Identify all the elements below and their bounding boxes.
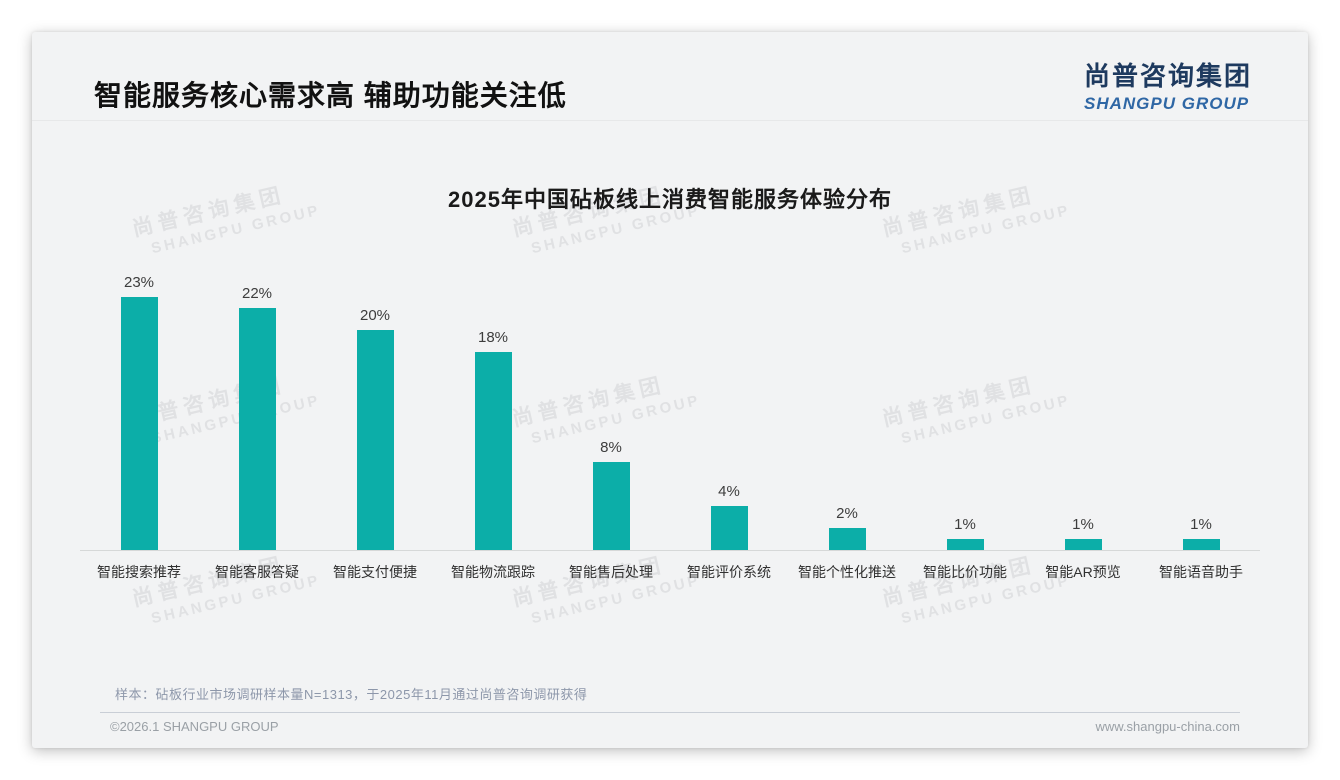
- slide-card: 尚普咨询集团 SHANGPU GROUP 尚普咨询集团 SHANGPU GROUP 尚普…: [32, 32, 1308, 748]
- header-divider: [32, 120, 1308, 121]
- bar-group: 20%: [316, 307, 434, 550]
- bar-value-label: 8%: [600, 439, 622, 456]
- category-label: 智能比价功能: [923, 564, 1007, 580]
- bar-group: 4%: [670, 483, 788, 550]
- category-label: 智能客服答疑: [215, 564, 299, 580]
- bar-value-label: 20%: [359, 307, 391, 324]
- bar-group: 8%: [552, 439, 670, 550]
- category-label: 智能语音助手: [1159, 564, 1243, 580]
- bar: [592, 462, 630, 550]
- bar-value-label: 2%: [836, 505, 858, 522]
- bar-value-label: 1%: [1072, 516, 1094, 533]
- category-label: 智能物流跟踪: [451, 564, 535, 580]
- company-logo: 尚普咨询集团 SHANGPU GROUP: [1084, 56, 1252, 114]
- bar-group: 2%: [788, 505, 906, 550]
- bar-value-label: 1%: [1190, 516, 1212, 533]
- bar-value-label: 4%: [718, 483, 740, 500]
- category-label: 智能评价系统: [687, 564, 771, 580]
- bar-group: 1%: [1024, 516, 1142, 550]
- bar: [710, 506, 748, 550]
- bar: [1182, 539, 1220, 550]
- footer-divider: [100, 712, 1240, 713]
- bar-value-label: 1%: [954, 516, 976, 533]
- page-title: 智能服务核心需求高 辅助功能关注低: [94, 80, 567, 111]
- bar: [1064, 539, 1102, 550]
- bar: [120, 297, 158, 550]
- bar-group: 1%: [906, 516, 1024, 550]
- bar: [238, 308, 276, 550]
- bars-row: 23% 22% 20% 18% 8% 4% 2% 1% 1% 1%: [80, 266, 1260, 551]
- chart-title: 2025年中国砧板线上消费智能服务体验分布: [448, 187, 892, 212]
- bar-value-label: 22%: [241, 285, 273, 302]
- category-label: 智能售后处理: [569, 564, 653, 580]
- bar-group: 1%: [1142, 516, 1260, 550]
- bar-group: 18%: [434, 329, 552, 550]
- bar: [828, 528, 866, 550]
- footer-copyright: ©2026.1 SHANGPU GROUP: [110, 719, 279, 734]
- bar-value-label: 18%: [477, 329, 509, 346]
- sample-note: 样本：砧板行业市场调研样本量N=1313，于2025年11月通过尚普咨询调研获得: [115, 687, 588, 702]
- bar: [356, 330, 394, 550]
- category-label: 智能AR预览: [1045, 564, 1121, 580]
- footer-website: www.shangpu-china.com: [1095, 719, 1240, 734]
- logo-english-text: SHANGPU GROUP: [1084, 94, 1250, 113]
- bar: [946, 539, 984, 550]
- category-label: 智能搜索推荐: [97, 564, 181, 580]
- labels-row: 智能搜索推荐 智能客服答疑 智能支付便捷 智能物流跟踪 智能售后处理 智能评价系统 智能个性…: [80, 562, 1260, 582]
- bar-group: 22%: [198, 285, 316, 550]
- bar: [474, 352, 512, 550]
- bar-chart: 23% 22% 20% 18% 8% 4% 2% 1% 1% 1% 智能搜索推荐 智能客服答疑 智能支…: [80, 266, 1260, 582]
- bar-value-label: 23%: [123, 274, 155, 291]
- category-label: 智能支付便捷: [333, 564, 417, 580]
- category-label: 智能个性化推送: [798, 564, 896, 580]
- logo-chinese-text: 尚普咨询集团: [1084, 61, 1253, 91]
- bar-group: 23%: [80, 274, 198, 550]
